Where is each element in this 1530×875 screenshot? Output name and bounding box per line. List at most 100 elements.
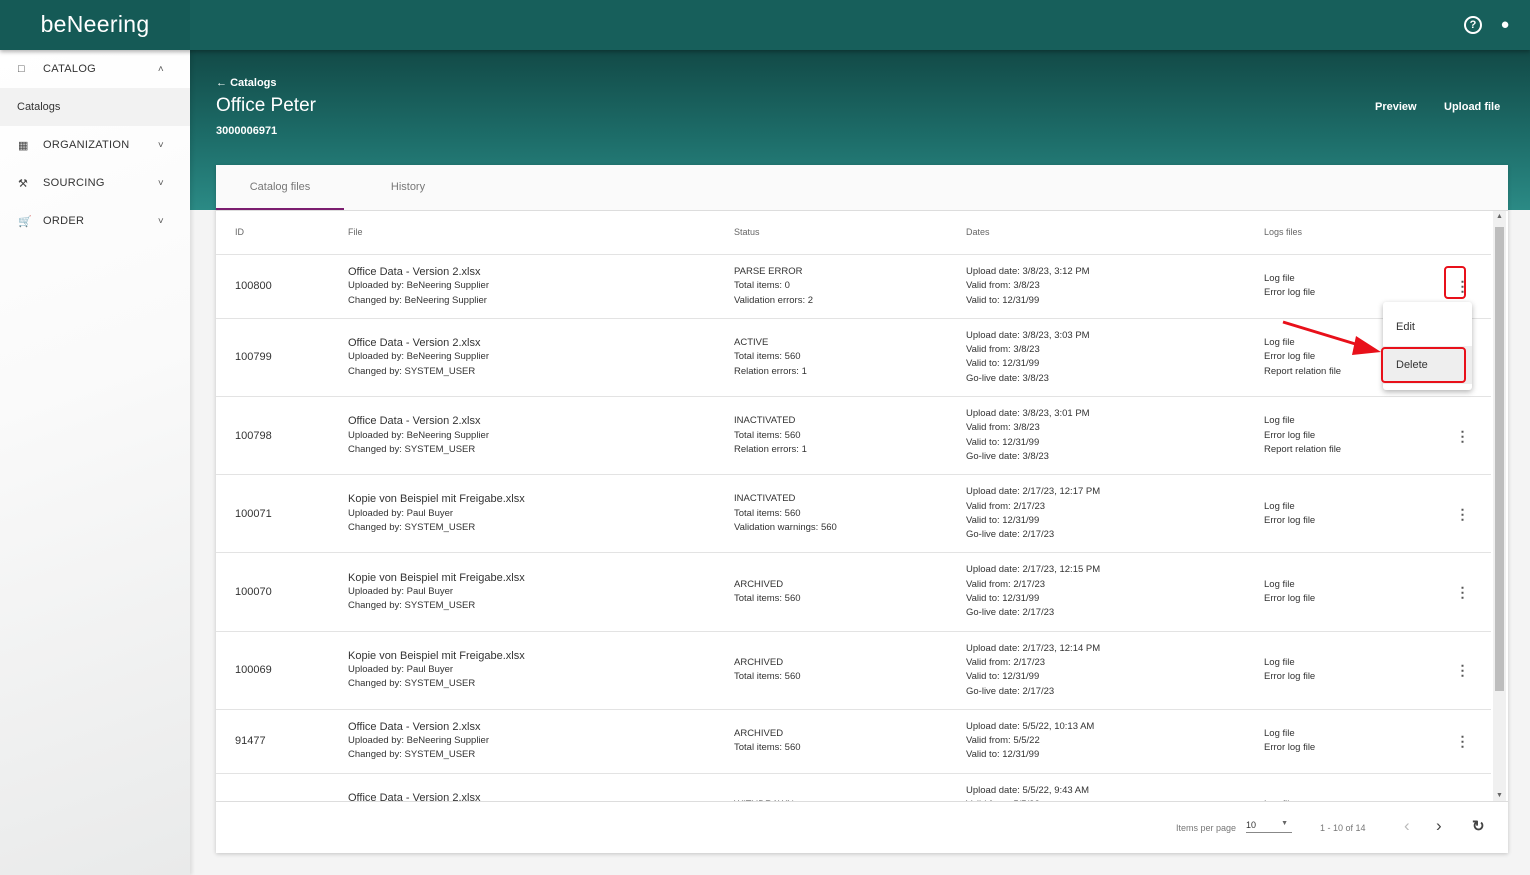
status-cell: INACTIVATED Total items: 560 Relation erro… xyxy=(734,404,966,467)
status-line: ARCHIVED xyxy=(734,578,784,590)
log-file-link[interactable]: Log file xyxy=(1264,656,1295,668)
file-name: Office Data - Version 2.xlsx xyxy=(348,266,481,278)
scroll-down-icon[interactable]: ▼ xyxy=(1496,792,1503,799)
status-cell: ARCHIVED Total items: 560 xyxy=(734,646,966,695)
log-file-link[interactable]: Error log file xyxy=(1264,671,1316,683)
scroll-up-icon[interactable]: ▲ xyxy=(1496,213,1503,220)
account-icon[interactable]: ● xyxy=(1500,16,1510,33)
table-scrollbar[interactable]: ▲ ▼ xyxy=(1493,211,1506,801)
previous-page-button[interactable]: ‹ xyxy=(1404,816,1410,835)
date-line: Upload date: 3/8/23, 3:03 PM xyxy=(966,329,1090,341)
status-line: ARCHIVED xyxy=(734,727,784,739)
col-file: File xyxy=(348,227,363,238)
log-file-link[interactable]: Log file xyxy=(1264,500,1295,512)
more-vert-icon[interactable]: ⋮ xyxy=(1455,583,1470,600)
file-name: Kopie von Beispiel mit Freigabe.xlsx xyxy=(348,571,525,584)
file-name: Office Data - Version 2.xlsx xyxy=(348,791,481,801)
row-id: 100799 xyxy=(235,351,272,364)
tab-history[interactable]: History xyxy=(390,181,426,193)
date-line: Valid from: 2/17/23 xyxy=(966,656,1046,668)
log-file-link[interactable]: Error log file xyxy=(1264,593,1316,605)
highlight-delete xyxy=(1381,347,1466,383)
log-file-link[interactable]: Log file xyxy=(1264,578,1295,590)
row-action-menu: Edit Delete xyxy=(1383,302,1472,390)
more-vert-icon[interactable]: ⋮ xyxy=(1455,278,1470,295)
file-name: Office Data - Version 2.xlsx xyxy=(348,415,481,428)
col-dates: Dates xyxy=(966,227,990,238)
refresh-icon[interactable]: ↻ xyxy=(1472,818,1485,835)
more-vert-icon[interactable]: ⋮ xyxy=(1455,505,1470,522)
status-line: Total items: 0 xyxy=(734,280,790,292)
page-size-value: 10 xyxy=(1246,820,1257,830)
dates-cell: Upload date: 3/8/23, 3:03 PM Valid from: … xyxy=(966,319,1264,396)
table-row: 100798 Office Data - Version 2.xlsx Uploa… xyxy=(216,397,1491,476)
logo[interactable]: beNeering xyxy=(0,0,190,50)
log-file-link[interactable]: Log file xyxy=(1264,273,1295,285)
changed-by: Changed by: SYSTEM_USER xyxy=(348,522,476,533)
tabs: Catalog files History xyxy=(216,165,1508,211)
uploaded-by: Uploaded by: BeNeering Supplier xyxy=(348,280,490,292)
more-vert-icon[interactable]: ⋮ xyxy=(1455,662,1470,679)
date-line: Valid from: 2/17/23 xyxy=(966,500,1046,512)
scrollbar-thumb[interactable] xyxy=(1495,227,1504,691)
dates-cell: Upload date: 2/17/23, 12:14 PM Valid from… xyxy=(966,632,1264,709)
log-file-link[interactable]: Error log file xyxy=(1264,514,1316,526)
dates-cell: Upload date: 3/8/23, 3:12 PM Valid from: … xyxy=(966,255,1264,318)
changed-by: Changed by: BeNeering Supplier xyxy=(348,294,487,306)
sidebar-item-catalogs[interactable]: Catalogs xyxy=(0,88,190,126)
changed-by: Changed by: SYSTEM_USER xyxy=(348,749,476,761)
sidebar-item-catalog[interactable]: □ CATALOG ˄ xyxy=(0,50,190,88)
menu-item-delete[interactable]: Delete xyxy=(1383,346,1472,384)
table-header: ID File Status Dates Logs files xyxy=(216,211,1491,255)
table-row: 91477 Office Data - Version 2.xlsx Upload… xyxy=(216,710,1491,774)
tab-catalog-files[interactable]: Catalog files xyxy=(216,165,344,210)
sidebar-item-organization[interactable]: ▦ ORGANIZATION ˅ xyxy=(0,126,190,164)
page-size-select[interactable]: 10 ▼ xyxy=(1246,820,1292,833)
date-line: Valid to: 12/31/99 xyxy=(966,671,1040,683)
next-page-button[interactable]: › xyxy=(1436,816,1442,835)
table-row: 100800 Office Data - Version 2.xlsx Uploa… xyxy=(216,255,1491,319)
log-file-link[interactable]: Error log file xyxy=(1264,429,1316,441)
preview-button[interactable]: Preview xyxy=(1375,101,1417,113)
date-line: Go-live date: 2/17/23 xyxy=(966,685,1055,697)
sidebar-item-order[interactable]: 🛒 ORDER ˅ xyxy=(0,202,190,240)
status-cell: WITHDRAWNTotal items: 560 xyxy=(734,788,966,801)
log-file-link[interactable]: Log file xyxy=(1264,727,1295,739)
log-file-link[interactable]: Error log file xyxy=(1264,287,1316,299)
date-line: Go-live date: 2/17/23 xyxy=(966,607,1055,619)
status-line: Validation errors: 2 xyxy=(734,294,814,306)
file-name: Office Data - Version 2.xlsx xyxy=(348,337,481,350)
items-per-page-label: Items per page xyxy=(1176,823,1237,833)
uploaded-by: Uploaded by: Paul Buyer xyxy=(348,585,454,597)
row-id: 100800 xyxy=(235,280,272,293)
log-file-link[interactable]: Log file xyxy=(1264,415,1295,427)
status-line: Total items: 560 xyxy=(734,593,801,605)
log-file-link[interactable]: Report relation file xyxy=(1264,443,1342,455)
sidebar-item-label: CATALOG xyxy=(43,63,97,75)
log-file-link[interactable]: Log file xyxy=(1264,337,1295,349)
logs-cell: Log file Error log file Report relation fi… xyxy=(1264,404,1434,467)
logs-cell: Log file Error log file xyxy=(1264,568,1434,617)
date-line: Valid to: 12/31/99 xyxy=(966,593,1040,605)
log-file-link[interactable]: Log file xyxy=(1264,798,1434,801)
log-file-link[interactable]: Report relation file xyxy=(1264,365,1342,377)
upload-file-button[interactable]: Upload file xyxy=(1444,101,1501,113)
status-line: Total items: 560 xyxy=(734,351,801,363)
table-row: 100070 Kopie von Beispiel mit Freigabe.x… xyxy=(216,553,1491,632)
back-link[interactable]: ← Catalogs xyxy=(216,77,277,89)
log-file-link[interactable]: Error log file xyxy=(1264,742,1316,754)
log-file-link[interactable]: Error log file xyxy=(1264,351,1316,363)
folder-icon: □ xyxy=(18,63,25,75)
status-line: Total items: 560 xyxy=(734,429,801,441)
sidebar-item-label: ORDER xyxy=(43,215,85,227)
sidebar-item-sourcing[interactable]: ⚒ SOURCING ˅ xyxy=(0,164,190,202)
uploaded-by: Uploaded by: BeNeering Supplier xyxy=(348,429,490,441)
table-row: 100071 Kopie von Beispiel mit Freigabe.x… xyxy=(216,475,1491,554)
sidebar-item-label: ORGANIZATION xyxy=(43,139,130,151)
help-icon[interactable]: ? xyxy=(1464,16,1482,34)
more-vert-icon[interactable]: ⋮ xyxy=(1455,427,1470,444)
menu-item-edit[interactable]: Edit xyxy=(1396,321,1415,333)
date-line: Go-live date: 2/17/23 xyxy=(966,529,1055,541)
more-vert-icon[interactable]: ⋮ xyxy=(1455,733,1470,750)
